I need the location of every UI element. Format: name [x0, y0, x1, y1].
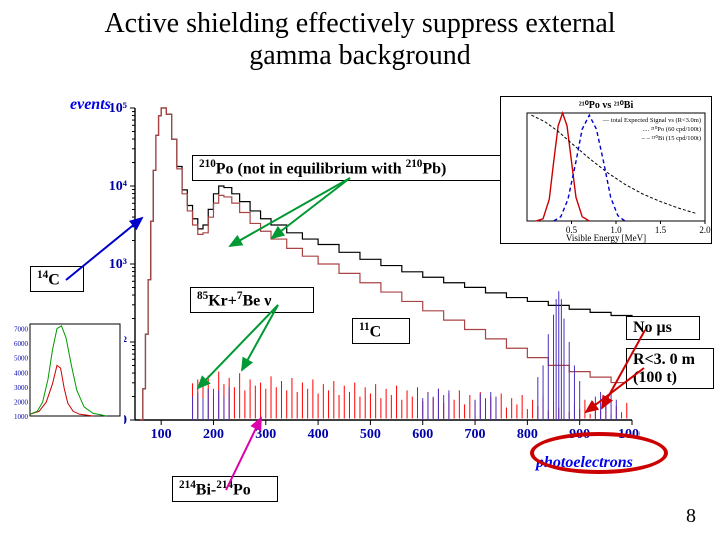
callout-ellipse: [530, 432, 668, 474]
slide-root: Active shielding effectively suppress ex…: [0, 0, 720, 540]
inset-po-bi-chart: ²¹⁰Po vs ²¹⁰Bi0.51.01.52.0Visible Energy…: [501, 97, 711, 243]
svg-text:–– total Expected Signal vs (R: –– total Expected Signal vs (R<3.0m): [602, 117, 701, 124]
svg-text:2000: 2000: [14, 398, 29, 406]
svg-text:600: 600: [412, 427, 433, 442]
svg-text:²¹⁰Po vs ²¹⁰Bi: ²¹⁰Po vs ²¹⁰Bi: [579, 100, 634, 111]
label-kr-be: 85Kr+7Be ν: [190, 287, 314, 313]
svg-text:10⁴: 10⁴: [109, 179, 128, 194]
svg-text:5000: 5000: [14, 355, 29, 363]
svg-text:1000: 1000: [14, 413, 29, 421]
label-no-mus: No μs: [626, 316, 700, 340]
slide-title: Active shielding effectively suppress ex…: [0, 8, 720, 72]
inset-radial-chart: 1000 2000 3000 4000 5000 6000 7000: [4, 320, 124, 430]
svg-text:Visible Energy [MeV]: Visible Energy [MeV]: [566, 233, 646, 243]
svg-text:1.5: 1.5: [655, 225, 667, 235]
label-c14: 14C: [30, 266, 84, 292]
svg-text:10⁵: 10⁵: [109, 101, 127, 116]
svg-text:.... ²¹⁰Po (60 cpd/100t): .... ²¹⁰Po (60 cpd/100t): [643, 125, 701, 133]
ylabel: events: [70, 96, 111, 114]
inset-po-bi: ²¹⁰Po vs ²¹⁰Bi0.51.01.52.0Visible Energy…: [500, 96, 712, 244]
svg-text:100: 100: [151, 427, 172, 442]
svg-text:7000: 7000: [14, 326, 29, 334]
svg-text:10³: 10³: [109, 257, 127, 272]
title-line1: Active shielding effectively suppress ex…: [104, 8, 615, 39]
svg-text:500: 500: [360, 427, 381, 442]
svg-text:6000: 6000: [14, 340, 29, 348]
svg-text:800: 800: [517, 427, 538, 442]
inset-radial: 1000 2000 3000 4000 5000 6000 7000: [4, 320, 124, 430]
svg-text:200: 200: [203, 427, 224, 442]
label-rcut: R<3. 0 m(100 t): [626, 348, 714, 389]
label-po210: 210Po (not in equilibrium with 210Pb): [192, 155, 506, 181]
svg-text:– – ²¹⁰Bi (15 cpd/100t): – – ²¹⁰Bi (15 cpd/100t): [641, 134, 701, 142]
svg-text:400: 400: [308, 427, 329, 442]
svg-text:700: 700: [465, 427, 486, 442]
title-line2: gamma background: [249, 40, 471, 71]
svg-text:4000: 4000: [14, 369, 29, 377]
svg-text:2.0: 2.0: [699, 225, 711, 235]
page-number: 8: [686, 505, 696, 528]
label-bi-po: 214Bi-214Po: [172, 476, 278, 502]
svg-text:3000: 3000: [14, 384, 29, 392]
label-c11: 11C: [352, 318, 410, 344]
svg-text:300: 300: [255, 427, 276, 442]
